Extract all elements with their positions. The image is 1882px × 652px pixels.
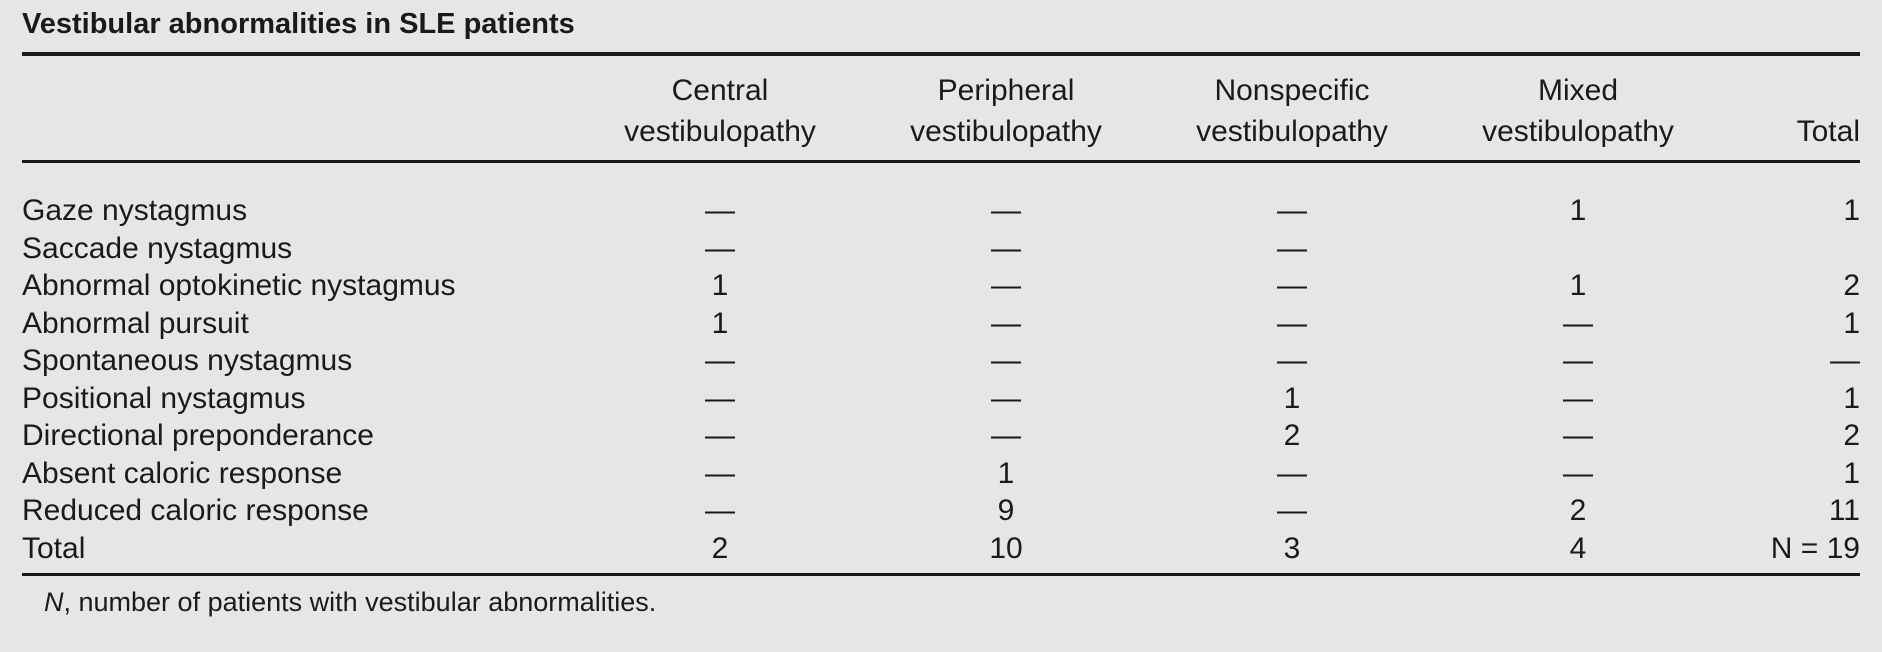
table-cell: 2: [1843, 269, 1860, 302]
row-label: Abnormal pursuit: [22, 306, 249, 340]
table-cell: —: [991, 344, 1021, 377]
table-footnote: N, number of patients with vestibular ab…: [44, 584, 656, 620]
table-row: Total 2 10 3 4 N = 19: [22, 530, 1860, 568]
table-cell: —: [705, 456, 735, 490]
table-cell: —: [705, 344, 735, 377]
table-cell: 2: [1569, 494, 1587, 527]
row-label: Spontaneous nystagmus: [22, 344, 353, 377]
table-cell: —: [1563, 344, 1593, 377]
column-header: Total: [1796, 115, 1860, 148]
table-cell: 1: [1843, 306, 1860, 340]
table-cell: 2: [1283, 419, 1301, 452]
table-cell: 10: [989, 531, 1023, 565]
table-cell: —: [1277, 494, 1307, 527]
table-cell: 1: [997, 456, 1015, 490]
table-cell: 9: [997, 494, 1015, 527]
table-cell: 11: [1828, 494, 1860, 527]
table-cell: —: [1277, 456, 1307, 490]
table-cell: —: [1563, 419, 1593, 452]
table-cell: 1: [1569, 194, 1587, 227]
row-label: Abnormal optokinetic nystagmus: [22, 269, 456, 302]
table-cell: —: [1563, 456, 1593, 490]
table-row: Reduced caloric response — 9 — 2 11: [22, 492, 1860, 530]
table-cell: 3: [1283, 531, 1301, 565]
footnote-symbol: N: [44, 587, 64, 617]
table-cell: —: [1830, 344, 1860, 377]
header-rule: [22, 160, 1860, 163]
table-cell: 4: [1569, 531, 1587, 565]
table-cell: 1: [1843, 456, 1860, 490]
table-cell: 1: [1569, 269, 1587, 302]
column-header: Central vestibulopathy: [624, 74, 816, 148]
table-cell: —: [1277, 306, 1307, 340]
table-cell: 1: [1843, 381, 1860, 415]
column-header: Mixed vestibulopathy: [1482, 74, 1674, 148]
table-cell: —: [1277, 269, 1307, 302]
row-label: Absent caloric response: [22, 456, 343, 490]
table-cell: —: [991, 381, 1021, 415]
table-cell: —: [991, 194, 1021, 227]
table-cell: N = 19: [1770, 531, 1860, 565]
table-row: Spontaneous nystagmus — — — — —: [22, 342, 1860, 380]
table-cell: —: [1277, 231, 1307, 265]
table-cell: 1: [711, 306, 729, 340]
bottom-rule: [22, 573, 1860, 576]
table-cell: 1: [1283, 381, 1301, 415]
row-label: Reduced caloric response: [22, 494, 369, 527]
table-row: Gaze nystagmus — — — 1 1: [22, 192, 1860, 230]
table-cell: —: [1563, 381, 1593, 415]
table-cell: —: [991, 306, 1021, 340]
row-label: Directional preponderance: [22, 419, 374, 452]
row-label: Positional nystagmus: [22, 381, 306, 415]
column-header: Nonspecific vestibulopathy: [1196, 74, 1388, 148]
table-cell: —: [705, 419, 735, 452]
row-label: Saccade nystagmus: [22, 231, 293, 265]
table-cell: 2: [711, 531, 729, 565]
table-row: Abnormal optokinetic nystagmus 1 — — 1 2: [22, 267, 1860, 305]
table-cell: —: [991, 231, 1021, 265]
table-row: Absent caloric response — 1 — — 1: [22, 455, 1860, 493]
table-cell: 2: [1843, 419, 1860, 452]
table-cell: —: [705, 194, 735, 227]
table-row: Directional preponderance — — 2 — 2: [22, 417, 1860, 455]
table-cell: —: [705, 494, 735, 527]
top-rule: [22, 52, 1860, 56]
table-cell: —: [991, 419, 1021, 452]
table-row: Positional nystagmus — — 1 — 1: [22, 380, 1860, 418]
table-cell: —: [705, 231, 735, 265]
table-cell: —: [1277, 344, 1307, 377]
row-label: Total: [22, 531, 86, 565]
table-title: Vestibular abnormalities in SLE patients: [22, 8, 575, 40]
table-cell: 1: [711, 269, 729, 302]
table-cell: —: [1563, 306, 1593, 340]
row-label: Gaze nystagmus: [22, 194, 248, 227]
table-cell: —: [1277, 194, 1307, 227]
table-cell: —: [705, 381, 735, 415]
table-cell: —: [991, 269, 1021, 302]
table-row: Saccade nystagmus — — —: [22, 230, 1860, 268]
table-row: Abnormal pursuit 1 — — — 1: [22, 305, 1860, 343]
column-header: Peripheral vestibulopathy: [910, 74, 1102, 148]
footnote-text: , number of patients with vestibular abn…: [63, 587, 657, 617]
table-cell: 1: [1843, 194, 1860, 227]
table-header: Central vestibulopathy Peripheral vestibu…: [22, 70, 1860, 154]
table-body: Gaze nystagmus — — —1 1 Saccade nystagmus — — — A…: [22, 192, 1860, 567]
